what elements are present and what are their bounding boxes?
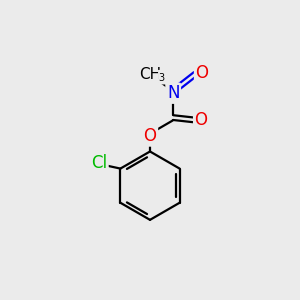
Text: O: O: [195, 111, 208, 129]
Text: O: O: [143, 127, 157, 145]
Text: $_3$: $_3$: [158, 70, 166, 84]
Text: N: N: [167, 84, 179, 102]
Text: O: O: [196, 64, 208, 82]
Text: Cl: Cl: [91, 154, 107, 172]
Text: CH: CH: [139, 67, 161, 82]
